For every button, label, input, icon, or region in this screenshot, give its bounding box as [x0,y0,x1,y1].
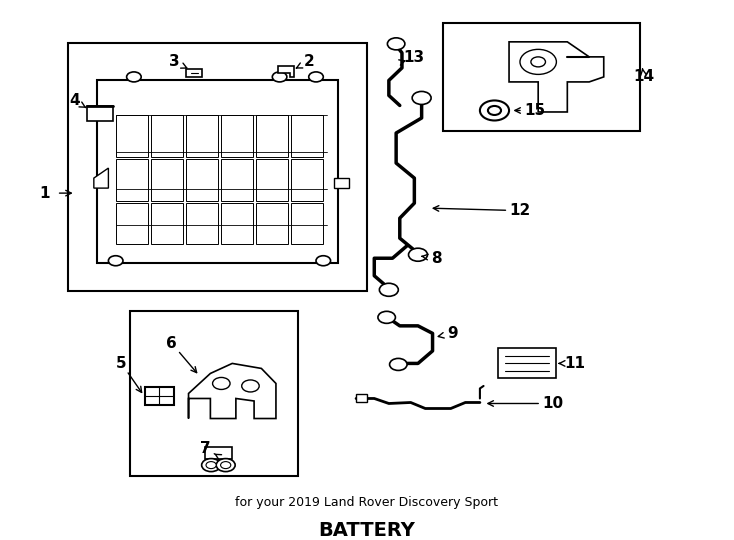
Polygon shape [87,106,113,122]
Text: 13: 13 [404,50,425,65]
Text: 9: 9 [448,326,458,341]
Circle shape [109,256,123,266]
Circle shape [388,38,405,50]
Circle shape [413,91,431,104]
Circle shape [206,462,217,469]
Polygon shape [334,178,349,188]
Bar [150,202,183,244]
Bar [150,159,183,201]
Text: 14: 14 [633,70,655,84]
Polygon shape [189,363,276,418]
Polygon shape [94,168,109,188]
Text: BATTERY: BATTERY [319,521,415,540]
Bar [116,159,148,201]
Circle shape [202,458,221,471]
Circle shape [409,248,427,261]
Text: 6: 6 [167,336,177,351]
Circle shape [480,100,509,120]
Circle shape [379,284,399,296]
Bar [221,116,252,157]
Circle shape [221,462,230,469]
Bar [130,311,298,476]
Text: 5: 5 [116,356,127,371]
Polygon shape [186,69,203,77]
Circle shape [126,72,141,82]
Text: 10: 10 [542,396,563,411]
Text: 2: 2 [303,55,314,69]
Bar [291,202,322,244]
Bar [116,202,148,244]
Bar [221,159,252,201]
Bar [255,116,288,157]
Bar [221,202,252,244]
Text: 7: 7 [200,441,211,456]
Bar [186,159,218,201]
Circle shape [531,57,545,67]
Text: 1: 1 [40,186,50,201]
Circle shape [488,106,501,115]
Text: 4: 4 [69,93,79,109]
Polygon shape [145,387,174,405]
Polygon shape [509,42,604,112]
Bar [255,202,288,244]
Polygon shape [356,395,367,402]
Bar [255,159,288,201]
Bar [186,202,218,244]
Bar [291,116,322,157]
Polygon shape [278,66,294,77]
Circle shape [217,458,235,471]
Circle shape [213,377,230,389]
Text: 15: 15 [524,103,545,118]
Circle shape [378,312,396,323]
Bar [291,159,322,201]
Circle shape [272,72,287,82]
Bar [68,43,367,291]
Text: for your 2019 Land Rover Discovery Sport: for your 2019 Land Rover Discovery Sport [236,496,498,509]
Circle shape [241,380,259,392]
Bar [186,116,218,157]
Bar [116,116,148,157]
Circle shape [309,72,323,82]
Bar [443,23,640,131]
Text: 11: 11 [564,356,585,371]
Circle shape [520,49,556,75]
Polygon shape [498,348,556,379]
Polygon shape [206,447,231,458]
Text: 12: 12 [509,203,531,218]
Text: 8: 8 [431,251,442,266]
Circle shape [390,359,407,370]
Polygon shape [98,80,338,263]
Text: 3: 3 [169,55,179,69]
Circle shape [316,256,330,266]
Bar [150,116,183,157]
